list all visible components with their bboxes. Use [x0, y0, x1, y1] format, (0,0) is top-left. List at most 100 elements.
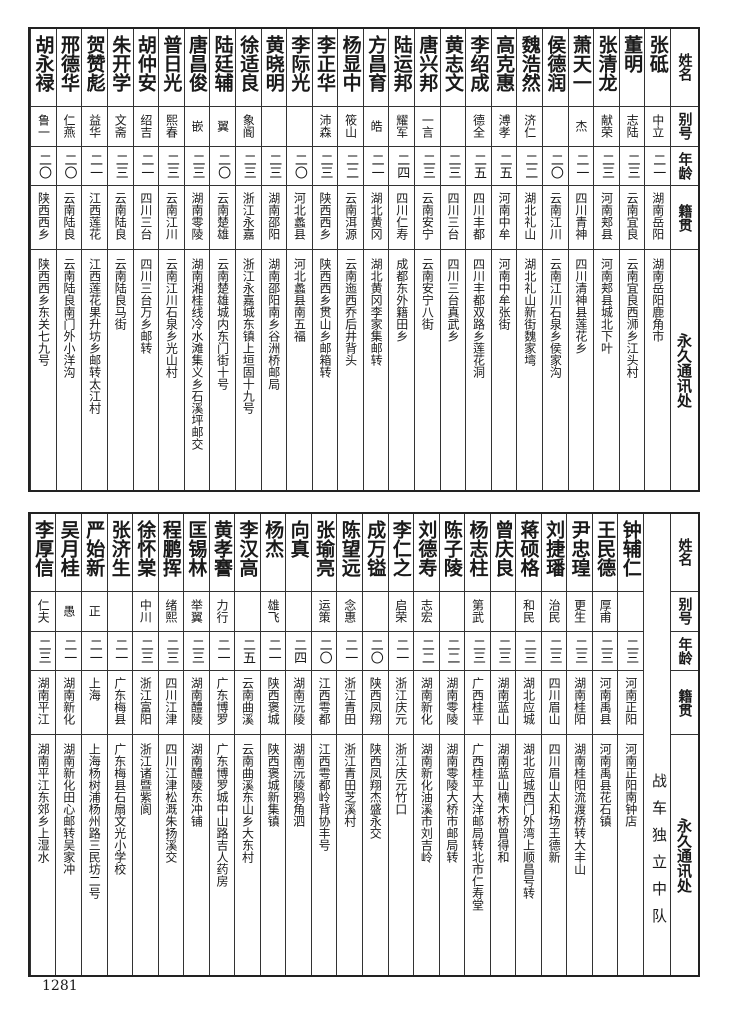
cell-age: 二二 — [338, 147, 363, 187]
cell-alias: 嵌 — [184, 107, 210, 147]
person-alias: 厚甫 — [598, 599, 613, 624]
cell-alias — [543, 107, 568, 147]
cell-age: 二三 — [619, 147, 645, 187]
person-column: 萧天一杰二一 四川青神 四川清神县莲花乡 — [567, 29, 594, 490]
header-label-origin: 籍贯 — [676, 688, 693, 717]
cell-alias: 皓 — [363, 107, 389, 147]
cell-name: 陆运邦 — [389, 29, 415, 107]
person-name: 张济生 — [108, 520, 131, 577]
person-address: 江西莲花果升坊乡邮转太江村 — [87, 258, 102, 415]
cell-origin: 江西莲花 — [82, 186, 107, 251]
cell-address: 河南禹县花石镇 — [593, 735, 618, 975]
person-name: 王民德 — [594, 520, 617, 577]
person-column: 黄晓明 二三 湖南邵阳 湖南邵阳南乡谷洲桥邮局 — [260, 29, 287, 490]
cell-origin: 陕西西乡 — [312, 186, 338, 251]
person-age: 二五 — [496, 152, 512, 179]
cell-age: 二五 — [491, 147, 517, 187]
person-name: 杨杰 — [262, 520, 285, 558]
cell-name: 杨志柱 — [465, 514, 490, 592]
cell-name: 普日光 — [159, 29, 184, 107]
cell-alias: 举翼 — [184, 592, 209, 632]
person-age: 二三 — [546, 637, 562, 664]
cell-origin: 湖南醴陵 — [184, 671, 209, 736]
person-column: 唐昌俊嵌二三 湖南零陵 湖南湘桂线冷水滩集义乡石溪坪邮交 — [183, 29, 210, 490]
person-name: 徐适良 — [237, 35, 260, 92]
cell-name: 李正华 — [312, 29, 338, 107]
cell-alias — [440, 107, 466, 147]
header-label-address: 永久通讯处 — [675, 817, 693, 893]
person-address: 河南中牟张街 — [497, 258, 512, 331]
person-origin: 河南正阳 — [623, 677, 638, 726]
cell-origin: 浙江永嘉 — [235, 186, 261, 251]
cell-name: 侯德润 — [543, 29, 568, 107]
person-address: 河南禹县花石镇 — [598, 743, 613, 828]
person-origin: 河南郏县 — [599, 192, 614, 241]
person-alias: 志宏 — [419, 599, 434, 624]
person-column: 陈子陵 二二 湖南零陵 湖南零陵大桥市邮局转 — [438, 514, 465, 975]
cell-age: 二三 — [440, 147, 466, 187]
cell-alias: 治民 — [541, 592, 567, 632]
person-address: 云南曲溪东山乡大东村 — [240, 743, 255, 864]
cell-address: 陕西褒城新集镇 — [261, 735, 286, 975]
person-age: 二三 — [495, 637, 511, 664]
cell-age: 二三 — [465, 632, 490, 672]
cell-origin: 云南江川 — [159, 186, 184, 251]
person-name: 邢德华 — [58, 35, 81, 92]
roster-table-top: 姓名 别号 年龄 籍贯 永久通讯处 张砥 中立 二一 湖南岳阳 湖南岳阳鹿角市 董明 志陆 二三 云南宜良… — [28, 27, 700, 492]
person-address: 四川江津松溉朱扬溪交 — [163, 743, 178, 864]
person-age: 二五 — [240, 637, 256, 664]
cell-origin: 四川青神 — [568, 186, 594, 251]
person-address: 广东博罗城中山路吉人药房 — [214, 743, 229, 888]
person-age: 二〇 — [61, 152, 77, 179]
cell-alias: 一言 — [415, 107, 440, 147]
person-name: 程鹏挥 — [159, 520, 182, 577]
person-column: 钟辅仁 二三 河南正阳 河南正阳南钟店 — [617, 514, 643, 975]
cell-address: 四川三台万乡邮转 — [134, 250, 159, 490]
cell-alias: 运策 — [311, 592, 337, 632]
person-address: 湖南新化油溪市刘吉岭 — [419, 743, 434, 864]
cell-address: 湖南邵阳南乡谷洲桥邮局 — [262, 250, 287, 490]
person-origin: 浙江青田 — [342, 677, 357, 726]
person-address: 四川丰都双路乡莲花洞 — [471, 258, 486, 379]
cell-alias — [286, 592, 311, 632]
header-cell-origin: 籍贯 — [671, 671, 698, 736]
person-name: 杨显中 — [339, 35, 362, 92]
person-name: 张砥 — [646, 35, 669, 73]
person-address: 浙江永嘉城东镇上垣固十九号 — [241, 258, 256, 415]
person-origin: 四川仁寿 — [394, 192, 409, 241]
person-address: 湖南平江东郊乡上湿水 — [36, 743, 51, 864]
person-address: 广东梅县石扇文光小学校 — [112, 743, 127, 876]
person-alias: 象阍 — [241, 114, 256, 139]
cell-name: 王民德 — [592, 514, 618, 592]
person-name: 张清龙 — [595, 35, 618, 92]
cell-alias: 和民 — [516, 592, 541, 632]
cell-age: 二二 — [414, 632, 439, 672]
cell-age: 二一 — [363, 147, 389, 187]
person-age: 二二 — [343, 152, 359, 179]
person-age: 二三 — [266, 152, 282, 179]
cell-name: 黄晓明 — [261, 29, 287, 107]
cell-address: 云南江川石泉乡侯家沟 — [543, 250, 568, 490]
person-name: 李仁之 — [389, 520, 412, 577]
person-column: 张清龙 献荣 二三 河南郏县 河南郏县城北下叶 — [593, 29, 619, 490]
person-age: 二一 — [61, 637, 77, 664]
person-column: 张济生 二一 广东梅县 广东梅县石扇文光小学校 — [106, 514, 133, 975]
person-origin: 湖南醴陵 — [189, 677, 204, 726]
person-alias: 第武 — [470, 599, 485, 624]
cell-name: 陆廷辅 — [210, 29, 235, 107]
cell-address: 云南迤西乔后井背头 — [338, 250, 363, 490]
cell-age: 二三 — [159, 147, 184, 187]
cell-name: 邢德华 — [56, 29, 82, 107]
person-column: 朱开学 文斋 二三 云南陆良 云南陆良马街 — [106, 29, 133, 490]
cell-age: 二一 — [133, 147, 159, 187]
person-origin: 湖北应城 — [521, 677, 536, 726]
header-cell-origin: 籍贯 — [671, 186, 698, 251]
person-alias: 启荣 — [393, 599, 408, 624]
cell-age: 二四 — [389, 147, 415, 187]
person-origin: 湖南平江 — [36, 677, 51, 726]
person-origin: 江西雩都 — [317, 677, 332, 726]
person-column: 程鹏挥 绪熙 二三 四川江津 四川江津松溉朱扬溪交 — [157, 514, 184, 975]
person-column: 王民德 厚甫 二三 河南禹县 河南禹县花石镇 — [591, 514, 618, 975]
header-cell-age: 年龄 — [671, 147, 698, 187]
person-alias: 中立 — [650, 114, 665, 139]
